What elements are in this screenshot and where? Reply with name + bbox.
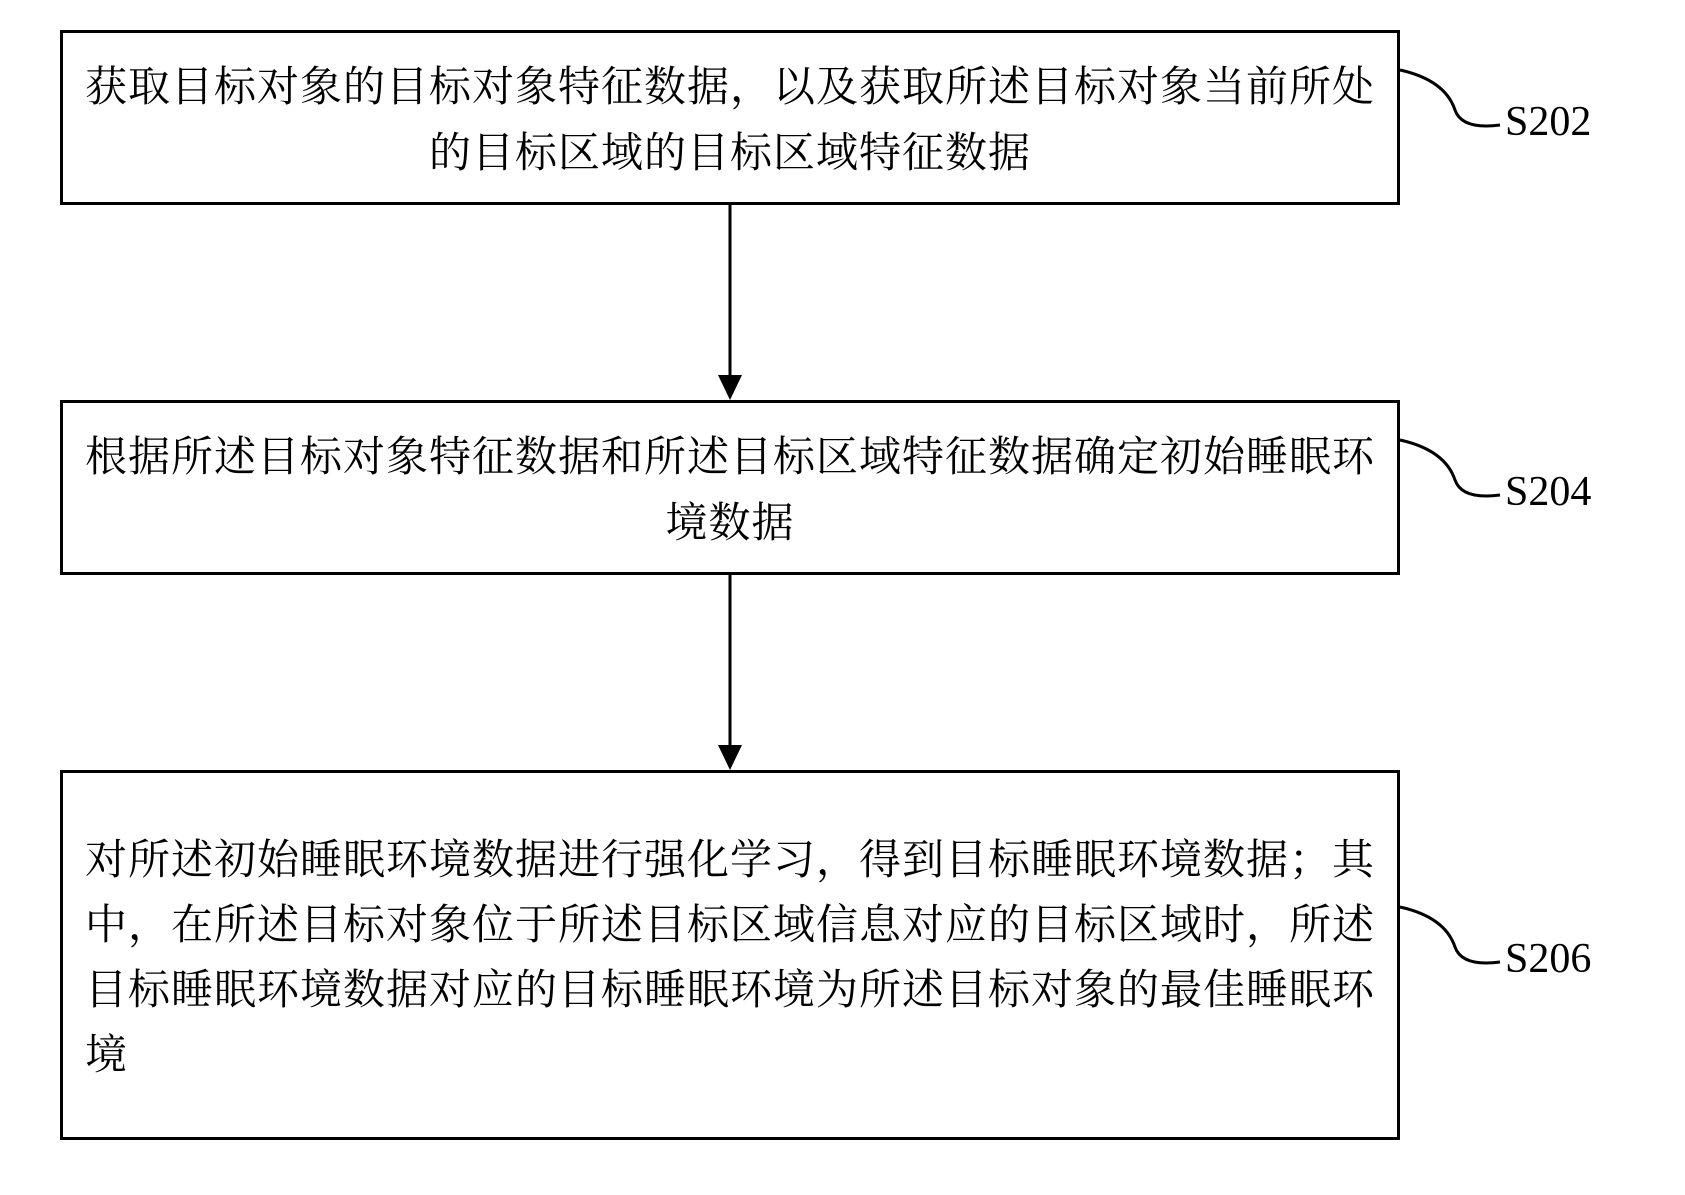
- flow-step-text: 获取目标对象的目标对象特征数据，以及获取所述目标对象当前所处的目标区域的目标区域…: [85, 52, 1375, 182]
- arrow-s204-s206: [715, 575, 745, 770]
- flow-step-s202: 获取目标对象的目标对象特征数据，以及获取所述目标对象当前所处的目标区域的目标区域…: [60, 30, 1400, 205]
- label-connector-s204: [1400, 440, 1510, 510]
- step-label-s206: S206: [1505, 935, 1591, 983]
- flow-step-s204: 根据所述目标对象特征数据和所述目标区域特征数据确定初始睡眠环境数据: [60, 400, 1400, 575]
- step-label-s204: S204: [1505, 468, 1591, 516]
- label-connector-s202: [1400, 70, 1510, 140]
- flow-step-s206: 对所述初始睡眠环境数据进行强化学习，得到目标睡眠环境数据；其中，在所述目标对象位…: [60, 770, 1400, 1140]
- arrow-s202-s204: [715, 205, 745, 400]
- flow-step-text: 对所述初始睡眠环境数据进行强化学习，得到目标睡眠环境数据；其中，在所述目标对象位…: [85, 825, 1375, 1085]
- label-connector-s206: [1400, 907, 1510, 977]
- step-label-s202: S202: [1505, 98, 1591, 146]
- flow-step-text: 根据所述目标对象特征数据和所述目标区域特征数据确定初始睡眠环境数据: [85, 422, 1375, 552]
